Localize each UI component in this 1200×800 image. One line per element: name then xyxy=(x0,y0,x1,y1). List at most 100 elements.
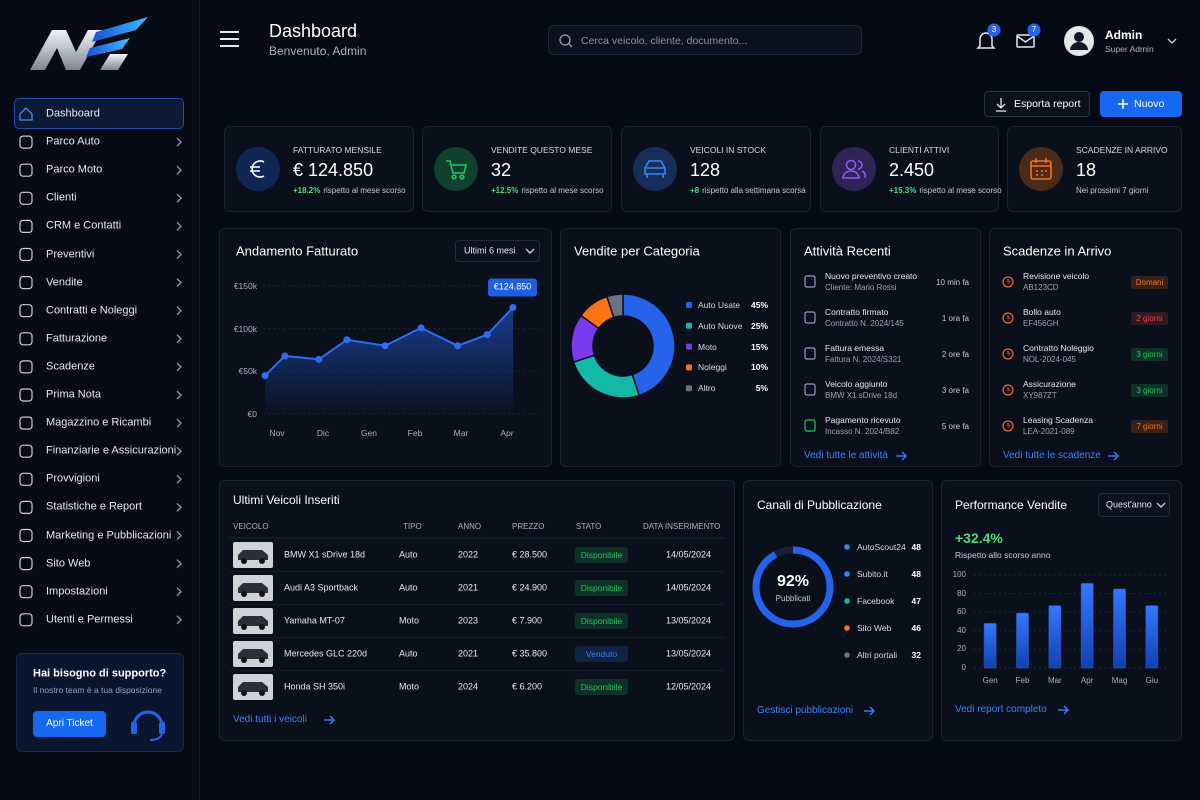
download-icon xyxy=(996,98,1006,112)
period-dropdown[interactable] xyxy=(455,240,540,262)
headset-icon xyxy=(149,733,163,741)
menu-item[interactable]: Finanziarie e Assicurazioni xyxy=(46,444,177,457)
channel-dot xyxy=(844,544,850,550)
kpi-value: 18 xyxy=(1076,160,1097,180)
menu-item[interactable]: Prima Nota xyxy=(46,388,102,401)
menu-item[interactable]: Clienti xyxy=(46,191,77,204)
period-label[interactable]: Quest'anno xyxy=(1106,499,1152,510)
menu-item[interactable]: Sito Web xyxy=(46,557,91,570)
performance-card xyxy=(941,480,1182,741)
point xyxy=(483,331,491,339)
kpi-label: SCADENZE IN ARRIVO xyxy=(1076,144,1168,155)
vehicle-status: Disponibile xyxy=(580,681,623,692)
menu-icon xyxy=(19,528,33,543)
kpi-label: FATTURATO MENSILE xyxy=(293,144,382,155)
kpi-icon xyxy=(1031,158,1051,176)
deadline-icon xyxy=(1007,423,1010,427)
support-text: Il nostro team è a tua disposizione xyxy=(33,684,162,695)
x-tick-label: Gen xyxy=(982,676,998,685)
export-button[interactable] xyxy=(984,91,1090,117)
vehicle-thumbnail-shape xyxy=(241,690,247,696)
menu-item[interactable]: Preventivi xyxy=(46,248,95,260)
kpi-card xyxy=(1007,126,1182,212)
menu-icon xyxy=(19,388,33,402)
menu-item[interactable]: Provvigioni xyxy=(46,472,100,485)
kpi-change-line: +12.5% rispetto al mese scorso xyxy=(491,187,604,195)
channel-value: 46 xyxy=(911,622,921,633)
link[interactable]: Vedi tutte le attività xyxy=(804,450,888,461)
period-dropdown[interactable] xyxy=(1098,493,1170,517)
menu-item[interactable]: Magazzino e Ricambi xyxy=(46,416,152,429)
menu-item[interactable]: Utenti e Permessi xyxy=(46,613,133,626)
menu-icon xyxy=(19,276,33,290)
menu-item[interactable]: Contratti e Noleggi xyxy=(46,304,138,317)
logo-shape xyxy=(30,30,102,70)
chevron xyxy=(176,334,182,344)
export-button-label[interactable]: Esporta report xyxy=(1014,97,1081,110)
mail-icon xyxy=(1016,34,1035,48)
vehicle-name: BMW X1 sDrive 18d xyxy=(284,549,366,560)
point xyxy=(315,355,323,363)
menu-item[interactable]: CRM e Contatti xyxy=(46,219,122,232)
menu-item[interactable]: Marketing e Pubblicazioni xyxy=(46,529,172,541)
menu-item[interactable]: Vendite xyxy=(46,276,83,289)
x-tick-label: Mar xyxy=(453,427,469,438)
chevron xyxy=(176,193,182,203)
deadline-icon xyxy=(1002,348,1014,360)
deadline-badge-label: 2 giorni xyxy=(1136,313,1163,323)
x-tick-label: Feb xyxy=(1015,676,1030,685)
kpi-note: rispetto al mese scorso xyxy=(919,186,1002,195)
legend-value: 5% xyxy=(755,382,768,393)
menu-item[interactable]: Parco Auto xyxy=(46,135,100,148)
legend-swatch xyxy=(686,385,692,392)
kpi-change: +8 xyxy=(690,186,700,195)
kpi-value: 32 xyxy=(491,160,512,180)
menu-item[interactable]: Scadenze xyxy=(46,360,95,373)
vehicle-thumbnail-shape xyxy=(238,550,268,560)
kpi-value: € 124.850 xyxy=(293,160,374,180)
link[interactable]: Vedi tutti i veicoli xyxy=(233,714,307,725)
channel-dot xyxy=(844,571,850,577)
new-button-label[interactable]: Nuovo xyxy=(1134,97,1165,110)
legend-label: Moto xyxy=(698,341,717,352)
link[interactable]: Gestisci pubblicazioni xyxy=(757,705,854,716)
kpi-label: VENDITE QUESTO MESE xyxy=(491,144,593,155)
bar xyxy=(1145,605,1159,669)
kpi-value: 128 xyxy=(690,160,721,180)
legend-label: Altro xyxy=(698,382,716,393)
vehicle-date: 14/05/2024 xyxy=(665,549,711,560)
chevron xyxy=(176,418,182,428)
menu-item[interactable]: Impostazioni xyxy=(46,585,108,598)
menu-item-active[interactable] xyxy=(14,98,184,129)
menu-icon xyxy=(19,556,33,571)
area xyxy=(265,307,513,414)
support-title: Hai bisogno di supporto? xyxy=(33,667,167,680)
link[interactable]: Vedi tutte le scadenze xyxy=(1003,450,1101,461)
deadline-icon xyxy=(1002,384,1014,396)
bar xyxy=(1113,588,1126,669)
activity-subtitle: Contratto N. 2024/145 xyxy=(825,319,904,328)
link[interactable]: Vedi report completo xyxy=(955,704,1047,715)
period-label[interactable]: Ultimi 6 mesi xyxy=(464,245,516,256)
menu-item[interactable]: Statistiche e Report xyxy=(46,500,142,513)
x-tick-label: Feb xyxy=(407,427,423,438)
kpi-icon-bg xyxy=(434,147,478,191)
vehicle-thumbnail-shape xyxy=(238,649,268,659)
activity-icon xyxy=(804,275,816,288)
support-button[interactable] xyxy=(33,711,106,737)
search-box[interactable] xyxy=(548,25,862,55)
new-button[interactable] xyxy=(1100,91,1182,117)
vehicle-thumbnail-shape xyxy=(238,616,268,626)
deadline-icon xyxy=(1007,387,1010,391)
menu-item[interactable]: Dashboard xyxy=(46,107,100,120)
menu-item[interactable]: Parco Moto xyxy=(46,163,103,176)
search-placeholder[interactable]: Cerca veicolo, cliente, documento... xyxy=(581,34,748,47)
card-title: Ultimi Veicoli Inseriti xyxy=(233,493,340,507)
kpi-change-line: +8 rispetto alla settimana scorsa xyxy=(690,187,806,195)
deadline-title: Bollo auto xyxy=(1023,306,1061,317)
chevron xyxy=(176,531,182,540)
menu-item[interactable]: Fatturazione xyxy=(46,332,108,345)
support-button-label[interactable]: Apri Ticket xyxy=(46,718,93,729)
activity-time: 10 min fa xyxy=(936,278,969,287)
